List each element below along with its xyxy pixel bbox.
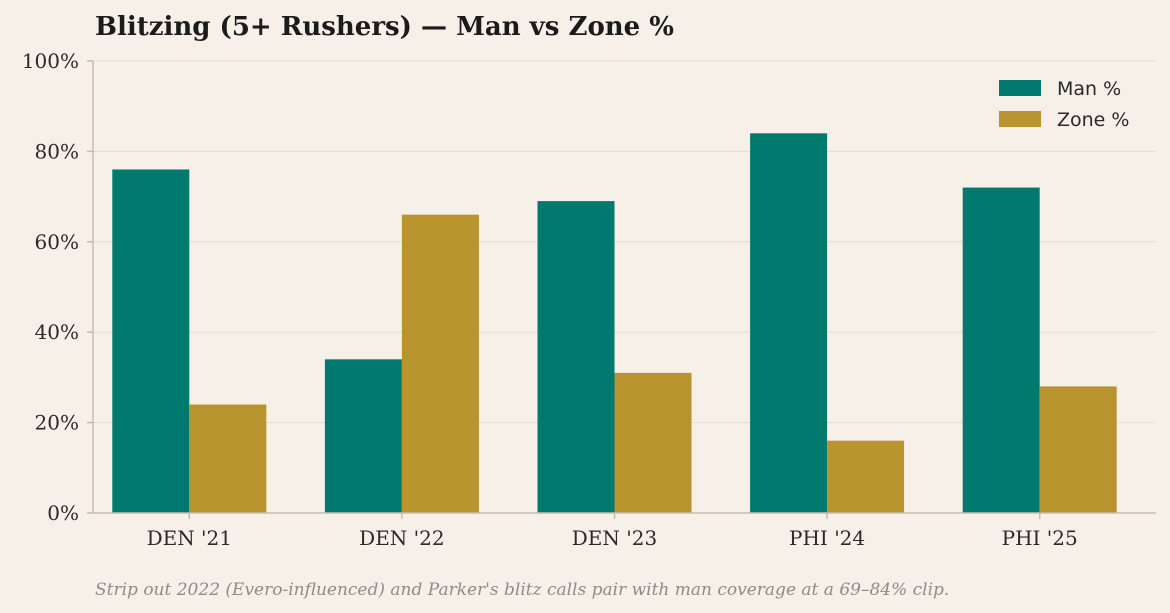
- bar-zone-4: [1039, 386, 1117, 513]
- legend-swatch: [999, 111, 1041, 127]
- bar-zone-2: [614, 372, 692, 513]
- bar-zone-3: [827, 440, 905, 513]
- y-tick-label: 100%: [22, 49, 79, 73]
- bar-man-0: [112, 169, 190, 514]
- y-tick-label: 40%: [35, 320, 79, 344]
- y-tick-label: 60%: [35, 230, 79, 254]
- bar-man-2: [537, 201, 615, 513]
- bar-zone-0: [189, 404, 267, 513]
- x-tick-label: DEN '22: [359, 526, 444, 550]
- chart-title: Blitzing (5+ Rushers) — Man vs Zone %: [95, 12, 674, 42]
- chart-caption: Strip out 2022 (Evero-influenced) and Pa…: [95, 580, 949, 600]
- bar-man-3: [750, 133, 828, 513]
- x-tick-label: PHI '25: [1002, 526, 1078, 550]
- x-tick-label: DEN '21: [147, 526, 232, 550]
- legend: Man % Zone %: [999, 78, 1129, 131]
- y-tick-label: 20%: [35, 411, 79, 435]
- x-tick-labels: DEN '21 DEN '22 DEN '23 PHI '24 PHI '25: [147, 526, 1078, 550]
- bar-zone-1: [401, 214, 479, 513]
- bar-man-1: [324, 359, 402, 513]
- legend-label: Zone %: [1057, 109, 1129, 131]
- y-tick-label: 80%: [35, 139, 79, 163]
- x-tick-label: DEN '23: [572, 526, 657, 550]
- legend-swatch: [999, 80, 1041, 96]
- legend-label: Man %: [1057, 78, 1121, 100]
- y-tick-label: 0%: [47, 501, 79, 525]
- bar-man-4: [962, 187, 1040, 513]
- y-tick-labels: 0% 20% 40% 60% 80% 100%: [22, 49, 79, 525]
- x-tick-label: PHI '24: [789, 526, 865, 550]
- axes: [87, 60, 1156, 519]
- bars: [112, 133, 1117, 514]
